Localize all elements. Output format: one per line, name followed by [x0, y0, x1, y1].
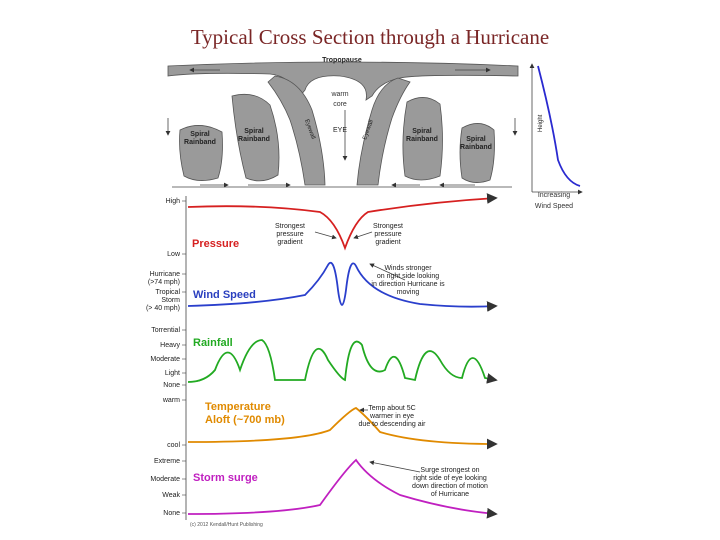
height-label: Height: [538, 114, 544, 132]
annotation: due to descending air: [359, 421, 427, 428]
rainband-label: Rainband: [406, 136, 438, 143]
annotation: gradient: [375, 239, 400, 246]
wind-axis-label: Wind Speed: [535, 203, 573, 210]
level-label: Torrential: [151, 327, 180, 334]
panel-title: Storm surge: [193, 472, 258, 484]
level-label: (>74 mph): [148, 279, 180, 286]
level-label: None: [163, 382, 180, 389]
annotation: right side of eye looking: [413, 475, 487, 482]
cross-section: [165, 61, 583, 195]
level-label: None: [163, 510, 180, 517]
annotation: on right side looking: [377, 273, 439, 280]
wind-axis-label: Increasing: [538, 192, 570, 199]
rainband-label: Rainband: [460, 144, 492, 151]
level-label: Weak: [162, 492, 180, 499]
level-label: Moderate: [150, 476, 180, 483]
annotation: warmer in eye: [369, 413, 414, 420]
annotation: gradient: [277, 239, 302, 246]
annotation: of Hurricane: [431, 491, 469, 498]
level-label: (> 40 mph): [146, 305, 180, 312]
level-label: Low: [167, 251, 181, 258]
panel-title: Pressure: [192, 238, 239, 250]
panel-title: Rainfall: [193, 337, 233, 349]
level-label: Extreme: [154, 458, 180, 465]
rainband-label: Spiral: [412, 128, 432, 135]
eye-label: EYE: [333, 127, 347, 134]
rainband-label: Rainband: [184, 139, 216, 146]
panel-title: Temperature: [205, 401, 271, 413]
level-label: Hurricane: [150, 271, 180, 278]
curves: [187, 193, 498, 519]
level-label: Light: [165, 370, 180, 377]
level-label: High: [166, 198, 181, 205]
annotation: Winds stronger: [384, 265, 432, 272]
annotation: down direction of motion: [412, 483, 488, 490]
annotation: Temp about 5C: [368, 405, 415, 412]
level-label: Heavy: [160, 342, 180, 349]
annotation: Strongest: [373, 223, 403, 230]
annotation: in direction Hurricane is: [371, 281, 445, 288]
rainband-label: Spiral: [244, 128, 264, 135]
rainband-label: Spiral: [190, 131, 210, 138]
level-label: Storm: [161, 297, 180, 304]
warm-core-label: warm: [330, 91, 348, 98]
panel-title: Wind Speed: [193, 289, 256, 301]
tropopause-label: Tropopause: [322, 57, 362, 64]
annotation: moving: [397, 289, 420, 296]
rainband-label: Spiral: [466, 136, 486, 143]
annotation: pressure: [374, 231, 401, 238]
credit: (c) 2012 Kendall/Hunt Publishing: [190, 522, 263, 528]
title: Typical Cross Section through a Hurrican…: [191, 25, 549, 49]
rainband-label: Rainband: [238, 136, 270, 143]
panel-title: Aloft (~700 mb): [205, 414, 285, 426]
level-label: Moderate: [150, 356, 180, 363]
annotation: pressure: [276, 231, 303, 238]
level-label: Tropical: [155, 289, 180, 296]
annotation: Surge strongest on: [420, 467, 479, 474]
annotation: Strongest: [275, 223, 305, 230]
warm-core-label: core: [333, 101, 347, 108]
level-label: cool: [167, 442, 180, 449]
level-label: warm: [162, 397, 180, 404]
